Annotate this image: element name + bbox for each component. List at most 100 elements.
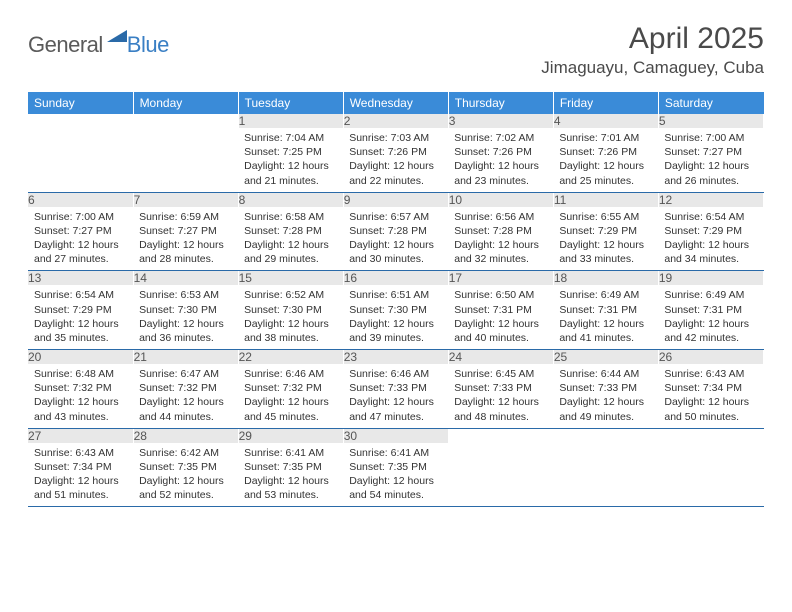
day-number-cell: 17 (448, 271, 553, 286)
day-cell: Sunrise: 7:01 AMSunset: 7:26 PMDaylight:… (553, 128, 658, 192)
weekday-header: Monday (133, 92, 238, 114)
day-number-cell: 22 (238, 350, 343, 365)
day-cell: Sunrise: 7:02 AMSunset: 7:26 PMDaylight:… (448, 128, 553, 192)
location: Jimaguayu, Camaguey, Cuba (541, 58, 764, 78)
weekday-header: Saturday (658, 92, 763, 114)
day-details: Sunrise: 6:52 AMSunset: 7:30 PMDaylight:… (238, 285, 343, 349)
day-cell (553, 443, 658, 507)
day-number-cell: 14 (133, 271, 238, 286)
day-cell: Sunrise: 6:54 AMSunset: 7:29 PMDaylight:… (658, 207, 763, 271)
day-content-row: Sunrise: 6:48 AMSunset: 7:32 PMDaylight:… (28, 364, 764, 428)
day-number-cell: 19 (658, 271, 763, 286)
day-number-cell: 16 (343, 271, 448, 286)
day-details: Sunrise: 6:55 AMSunset: 7:29 PMDaylight:… (553, 207, 658, 271)
day-number-cell (448, 428, 553, 443)
day-details: Sunrise: 6:41 AMSunset: 7:35 PMDaylight:… (238, 443, 343, 507)
day-details: Sunrise: 6:42 AMSunset: 7:35 PMDaylight:… (133, 443, 238, 507)
day-number-cell: 30 (343, 428, 448, 443)
day-number-cell: 9 (343, 192, 448, 207)
logo-text-blue: Blue (127, 32, 169, 58)
day-content-row: Sunrise: 7:04 AMSunset: 7:25 PMDaylight:… (28, 128, 764, 192)
day-details: Sunrise: 6:49 AMSunset: 7:31 PMDaylight:… (658, 285, 763, 349)
day-cell: Sunrise: 7:00 AMSunset: 7:27 PMDaylight:… (658, 128, 763, 192)
day-number-cell (133, 114, 238, 128)
day-details: Sunrise: 6:59 AMSunset: 7:27 PMDaylight:… (133, 207, 238, 271)
day-number-cell: 2 (343, 114, 448, 128)
day-cell: Sunrise: 6:49 AMSunset: 7:31 PMDaylight:… (658, 285, 763, 349)
day-number-cell: 6 (28, 192, 133, 207)
day-number-cell: 20 (28, 350, 133, 365)
day-cell: Sunrise: 6:56 AMSunset: 7:28 PMDaylight:… (448, 207, 553, 271)
day-details: Sunrise: 6:53 AMSunset: 7:30 PMDaylight:… (133, 285, 238, 349)
day-details: Sunrise: 6:44 AMSunset: 7:33 PMDaylight:… (553, 364, 658, 428)
day-cell (448, 443, 553, 507)
day-details: Sunrise: 6:51 AMSunset: 7:30 PMDaylight:… (343, 285, 448, 349)
day-cell: Sunrise: 6:53 AMSunset: 7:30 PMDaylight:… (133, 285, 238, 349)
day-number-cell: 24 (448, 350, 553, 365)
day-details: Sunrise: 6:57 AMSunset: 7:28 PMDaylight:… (343, 207, 448, 271)
day-cell: Sunrise: 6:42 AMSunset: 7:35 PMDaylight:… (133, 443, 238, 507)
day-number-cell: 1 (238, 114, 343, 128)
daynum-row: 27282930 (28, 428, 764, 443)
day-number-cell: 26 (658, 350, 763, 365)
day-details: Sunrise: 6:58 AMSunset: 7:28 PMDaylight:… (238, 207, 343, 271)
day-number-cell: 21 (133, 350, 238, 365)
day-number-cell: 3 (448, 114, 553, 128)
day-details: Sunrise: 7:01 AMSunset: 7:26 PMDaylight:… (553, 128, 658, 192)
day-cell: Sunrise: 6:48 AMSunset: 7:32 PMDaylight:… (28, 364, 133, 428)
day-details: Sunrise: 6:56 AMSunset: 7:28 PMDaylight:… (448, 207, 553, 271)
day-details: Sunrise: 7:02 AMSunset: 7:26 PMDaylight:… (448, 128, 553, 192)
day-details: Sunrise: 7:04 AMSunset: 7:25 PMDaylight:… (238, 128, 343, 192)
calendar-table: Sunday Monday Tuesday Wednesday Thursday… (28, 92, 764, 507)
day-details: Sunrise: 6:54 AMSunset: 7:29 PMDaylight:… (28, 285, 133, 349)
day-cell: Sunrise: 6:57 AMSunset: 7:28 PMDaylight:… (343, 207, 448, 271)
day-number-cell: 13 (28, 271, 133, 286)
day-cell: Sunrise: 6:52 AMSunset: 7:30 PMDaylight:… (238, 285, 343, 349)
day-cell: Sunrise: 6:59 AMSunset: 7:27 PMDaylight:… (133, 207, 238, 271)
page: General Blue April 2025 Jimaguayu, Camag… (0, 0, 792, 527)
day-content-row: Sunrise: 7:00 AMSunset: 7:27 PMDaylight:… (28, 207, 764, 271)
day-cell: Sunrise: 6:46 AMSunset: 7:32 PMDaylight:… (238, 364, 343, 428)
day-details: Sunrise: 6:43 AMSunset: 7:34 PMDaylight:… (28, 443, 133, 507)
day-details: Sunrise: 6:43 AMSunset: 7:34 PMDaylight:… (658, 364, 763, 428)
weekday-header: Sunday (28, 92, 133, 114)
day-number-cell: 29 (238, 428, 343, 443)
weekday-header: Friday (553, 92, 658, 114)
day-cell: Sunrise: 6:43 AMSunset: 7:34 PMDaylight:… (28, 443, 133, 507)
day-details: Sunrise: 7:00 AMSunset: 7:27 PMDaylight:… (28, 207, 133, 271)
day-number-cell: 11 (553, 192, 658, 207)
day-cell: Sunrise: 6:45 AMSunset: 7:33 PMDaylight:… (448, 364, 553, 428)
day-cell: Sunrise: 6:58 AMSunset: 7:28 PMDaylight:… (238, 207, 343, 271)
day-number-cell (658, 428, 763, 443)
day-content-row: Sunrise: 6:43 AMSunset: 7:34 PMDaylight:… (28, 443, 764, 507)
day-cell (658, 443, 763, 507)
day-number-cell: 7 (133, 192, 238, 207)
day-cell: Sunrise: 6:46 AMSunset: 7:33 PMDaylight:… (343, 364, 448, 428)
day-number-cell: 8 (238, 192, 343, 207)
day-cell: Sunrise: 6:50 AMSunset: 7:31 PMDaylight:… (448, 285, 553, 349)
day-details: Sunrise: 6:54 AMSunset: 7:29 PMDaylight:… (658, 207, 763, 271)
day-cell: Sunrise: 6:51 AMSunset: 7:30 PMDaylight:… (343, 285, 448, 349)
day-number-cell: 27 (28, 428, 133, 443)
daynum-row: 20212223242526 (28, 350, 764, 365)
day-cell: Sunrise: 6:41 AMSunset: 7:35 PMDaylight:… (238, 443, 343, 507)
day-cell: Sunrise: 6:44 AMSunset: 7:33 PMDaylight:… (553, 364, 658, 428)
day-number-cell: 15 (238, 271, 343, 286)
logo: General Blue (28, 22, 169, 61)
day-cell: Sunrise: 6:41 AMSunset: 7:35 PMDaylight:… (343, 443, 448, 507)
day-number-cell: 12 (658, 192, 763, 207)
day-cell: Sunrise: 6:54 AMSunset: 7:29 PMDaylight:… (28, 285, 133, 349)
day-cell: Sunrise: 6:55 AMSunset: 7:29 PMDaylight:… (553, 207, 658, 271)
day-content-row: Sunrise: 6:54 AMSunset: 7:29 PMDaylight:… (28, 285, 764, 349)
day-details: Sunrise: 7:00 AMSunset: 7:27 PMDaylight:… (658, 128, 763, 192)
day-cell (133, 128, 238, 192)
page-title: April 2025 (541, 22, 764, 56)
day-number-cell: 28 (133, 428, 238, 443)
day-cell: Sunrise: 6:49 AMSunset: 7:31 PMDaylight:… (553, 285, 658, 349)
day-cell: Sunrise: 6:47 AMSunset: 7:32 PMDaylight:… (133, 364, 238, 428)
weekday-header: Thursday (448, 92, 553, 114)
day-details: Sunrise: 6:45 AMSunset: 7:33 PMDaylight:… (448, 364, 553, 428)
title-block: April 2025 Jimaguayu, Camaguey, Cuba (541, 22, 764, 78)
day-number-cell (553, 428, 658, 443)
day-number-cell: 25 (553, 350, 658, 365)
